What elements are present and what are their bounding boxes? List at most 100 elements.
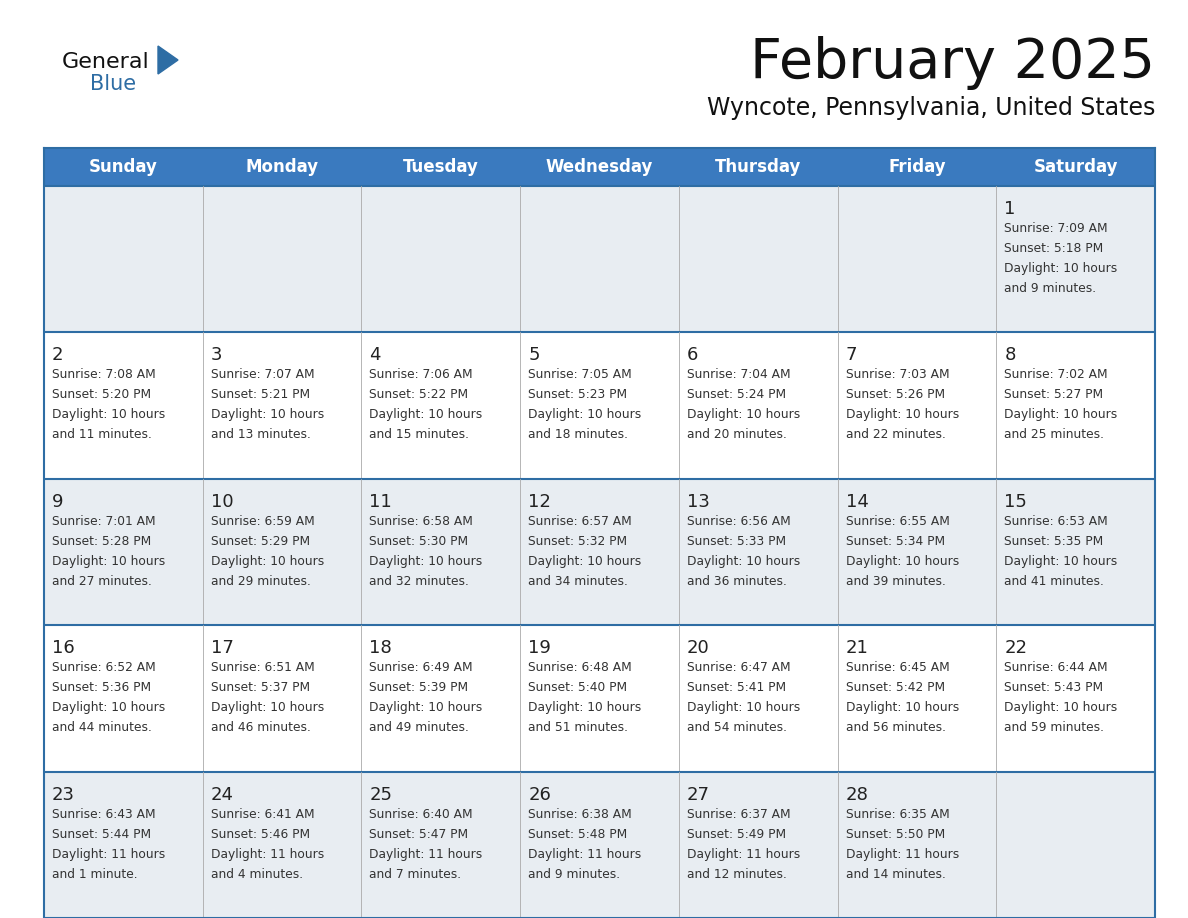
Text: Sunset: 5:43 PM: Sunset: 5:43 PM xyxy=(1004,681,1104,694)
Text: Tuesday: Tuesday xyxy=(403,158,479,176)
Text: 17: 17 xyxy=(210,639,234,657)
Text: Sunset: 5:40 PM: Sunset: 5:40 PM xyxy=(529,681,627,694)
Text: Daylight: 10 hours: Daylight: 10 hours xyxy=(1004,554,1118,568)
Text: and 44 minutes.: and 44 minutes. xyxy=(52,722,152,734)
Text: Sunrise: 7:07 AM: Sunrise: 7:07 AM xyxy=(210,368,315,381)
Text: 12: 12 xyxy=(529,493,551,510)
Text: Sunday: Sunday xyxy=(89,158,158,176)
Text: Sunset: 5:50 PM: Sunset: 5:50 PM xyxy=(846,828,944,841)
Text: Sunset: 5:32 PM: Sunset: 5:32 PM xyxy=(529,535,627,548)
Text: 21: 21 xyxy=(846,639,868,657)
Text: 8: 8 xyxy=(1004,346,1016,364)
Text: Sunrise: 6:52 AM: Sunrise: 6:52 AM xyxy=(52,661,156,674)
Text: Sunset: 5:46 PM: Sunset: 5:46 PM xyxy=(210,828,310,841)
Text: Sunrise: 6:45 AM: Sunrise: 6:45 AM xyxy=(846,661,949,674)
Text: and 9 minutes.: and 9 minutes. xyxy=(529,868,620,880)
Text: and 9 minutes.: and 9 minutes. xyxy=(1004,282,1097,295)
Text: and 54 minutes.: and 54 minutes. xyxy=(687,722,786,734)
Text: and 14 minutes.: and 14 minutes. xyxy=(846,868,946,880)
Text: Sunset: 5:35 PM: Sunset: 5:35 PM xyxy=(1004,535,1104,548)
Text: and 18 minutes.: and 18 minutes. xyxy=(529,429,628,442)
Bar xyxy=(44,625,1155,772)
Text: Sunrise: 7:08 AM: Sunrise: 7:08 AM xyxy=(52,368,156,381)
Text: Sunset: 5:41 PM: Sunset: 5:41 PM xyxy=(687,681,786,694)
Text: and 41 minutes.: and 41 minutes. xyxy=(1004,575,1104,588)
Text: Sunset: 5:47 PM: Sunset: 5:47 PM xyxy=(369,828,468,841)
Text: 14: 14 xyxy=(846,493,868,510)
Text: Daylight: 10 hours: Daylight: 10 hours xyxy=(687,701,800,714)
Text: and 34 minutes.: and 34 minutes. xyxy=(529,575,628,588)
Text: Daylight: 10 hours: Daylight: 10 hours xyxy=(687,554,800,568)
Text: Daylight: 11 hours: Daylight: 11 hours xyxy=(529,847,642,860)
Text: Sunset: 5:36 PM: Sunset: 5:36 PM xyxy=(52,681,151,694)
Text: Wednesday: Wednesday xyxy=(545,158,653,176)
Text: Sunrise: 7:02 AM: Sunrise: 7:02 AM xyxy=(1004,368,1108,381)
Text: 11: 11 xyxy=(369,493,392,510)
Text: Sunrise: 6:55 AM: Sunrise: 6:55 AM xyxy=(846,515,949,528)
Text: and 49 minutes.: and 49 minutes. xyxy=(369,722,469,734)
Text: Sunset: 5:24 PM: Sunset: 5:24 PM xyxy=(687,388,786,401)
Text: Daylight: 10 hours: Daylight: 10 hours xyxy=(1004,262,1118,275)
Text: and 25 minutes.: and 25 minutes. xyxy=(1004,429,1105,442)
Text: 25: 25 xyxy=(369,786,392,803)
Text: Friday: Friday xyxy=(889,158,946,176)
Text: Sunrise: 6:57 AM: Sunrise: 6:57 AM xyxy=(529,515,632,528)
Text: Daylight: 10 hours: Daylight: 10 hours xyxy=(529,554,642,568)
Text: Sunrise: 6:37 AM: Sunrise: 6:37 AM xyxy=(687,808,790,821)
Text: Wyncote, Pennsylvania, United States: Wyncote, Pennsylvania, United States xyxy=(707,96,1155,120)
Text: 1: 1 xyxy=(1004,200,1016,218)
Text: Sunrise: 7:06 AM: Sunrise: 7:06 AM xyxy=(369,368,473,381)
Text: Daylight: 10 hours: Daylight: 10 hours xyxy=(210,701,324,714)
Text: Sunrise: 6:48 AM: Sunrise: 6:48 AM xyxy=(529,661,632,674)
Text: and 39 minutes.: and 39 minutes. xyxy=(846,575,946,588)
Text: February 2025: February 2025 xyxy=(750,36,1155,90)
Text: Daylight: 10 hours: Daylight: 10 hours xyxy=(687,409,800,421)
Text: Sunrise: 6:49 AM: Sunrise: 6:49 AM xyxy=(369,661,473,674)
Text: Sunrise: 7:04 AM: Sunrise: 7:04 AM xyxy=(687,368,790,381)
Text: 2: 2 xyxy=(52,346,63,364)
Text: 28: 28 xyxy=(846,786,868,803)
Text: Sunset: 5:20 PM: Sunset: 5:20 PM xyxy=(52,388,151,401)
Text: Sunset: 5:48 PM: Sunset: 5:48 PM xyxy=(529,828,627,841)
Text: 5: 5 xyxy=(529,346,539,364)
Text: and 15 minutes.: and 15 minutes. xyxy=(369,429,469,442)
Text: Daylight: 11 hours: Daylight: 11 hours xyxy=(846,847,959,860)
Text: and 11 minutes.: and 11 minutes. xyxy=(52,429,152,442)
Text: Sunset: 5:39 PM: Sunset: 5:39 PM xyxy=(369,681,468,694)
Text: and 7 minutes.: and 7 minutes. xyxy=(369,868,462,880)
Text: Daylight: 10 hours: Daylight: 10 hours xyxy=(1004,409,1118,421)
Bar xyxy=(44,148,1155,186)
Text: 18: 18 xyxy=(369,639,392,657)
Text: Daylight: 10 hours: Daylight: 10 hours xyxy=(210,409,324,421)
Text: and 59 minutes.: and 59 minutes. xyxy=(1004,722,1105,734)
Text: Daylight: 10 hours: Daylight: 10 hours xyxy=(529,409,642,421)
Text: 27: 27 xyxy=(687,786,710,803)
Text: and 12 minutes.: and 12 minutes. xyxy=(687,868,786,880)
Text: and 20 minutes.: and 20 minutes. xyxy=(687,429,786,442)
Text: and 13 minutes.: and 13 minutes. xyxy=(210,429,310,442)
Text: Daylight: 10 hours: Daylight: 10 hours xyxy=(52,701,165,714)
Text: Daylight: 10 hours: Daylight: 10 hours xyxy=(369,409,482,421)
Text: and 32 minutes.: and 32 minutes. xyxy=(369,575,469,588)
Text: General: General xyxy=(62,52,150,72)
Text: Sunrise: 7:09 AM: Sunrise: 7:09 AM xyxy=(1004,222,1108,235)
Text: Sunset: 5:28 PM: Sunset: 5:28 PM xyxy=(52,535,151,548)
Text: Sunset: 5:18 PM: Sunset: 5:18 PM xyxy=(1004,242,1104,255)
Text: Sunset: 5:22 PM: Sunset: 5:22 PM xyxy=(369,388,468,401)
Text: Sunset: 5:33 PM: Sunset: 5:33 PM xyxy=(687,535,786,548)
Text: Thursday: Thursday xyxy=(715,158,802,176)
Text: Sunrise: 6:43 AM: Sunrise: 6:43 AM xyxy=(52,808,156,821)
Text: and 1 minute.: and 1 minute. xyxy=(52,868,138,880)
Text: Sunrise: 6:41 AM: Sunrise: 6:41 AM xyxy=(210,808,315,821)
Text: Daylight: 10 hours: Daylight: 10 hours xyxy=(846,409,959,421)
Text: Sunset: 5:49 PM: Sunset: 5:49 PM xyxy=(687,828,786,841)
Text: 20: 20 xyxy=(687,639,709,657)
Text: 24: 24 xyxy=(210,786,234,803)
Text: 19: 19 xyxy=(529,639,551,657)
Text: Sunset: 5:37 PM: Sunset: 5:37 PM xyxy=(210,681,310,694)
Bar xyxy=(44,479,1155,625)
Text: 7: 7 xyxy=(846,346,857,364)
Text: Daylight: 10 hours: Daylight: 10 hours xyxy=(210,554,324,568)
Text: Sunrise: 6:59 AM: Sunrise: 6:59 AM xyxy=(210,515,315,528)
Text: 4: 4 xyxy=(369,346,381,364)
